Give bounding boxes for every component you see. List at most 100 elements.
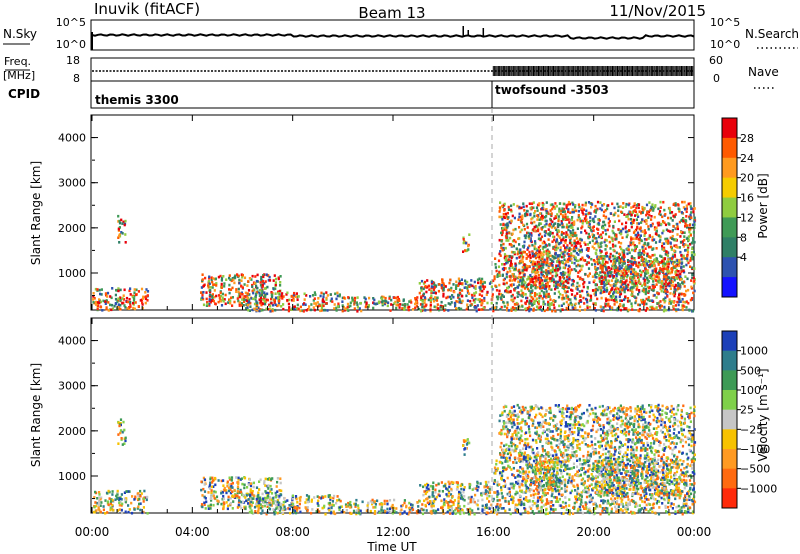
echo-cell [437,307,440,310]
echo-cell [602,290,606,293]
echo-cell [569,239,572,242]
echo-cell [240,477,243,480]
echo-cell [319,309,322,313]
echo-cell [372,306,375,310]
echo-cell [129,302,132,306]
echo-cell [614,211,617,215]
echo-cell [458,288,462,292]
echo-cell [610,298,613,302]
echo-cell [662,297,665,301]
echo-cell [632,210,635,213]
echo-cell [92,295,95,298]
echo-cell [347,309,350,312]
echo-cell [511,232,514,236]
echo-cell [653,228,656,231]
echo-cell [505,239,508,242]
echo-cell [563,266,567,270]
echo-cell [587,232,590,236]
echo-cell [545,249,548,253]
echo-cell [505,272,508,276]
echo-cell [268,308,271,311]
echo-cell [124,219,127,223]
echo-cell [270,293,273,297]
echo-cell [102,299,105,303]
echo-cell [542,266,545,269]
echo-cell [274,283,277,287]
echo-cell [573,206,577,209]
echo-cell [104,292,107,295]
echo-cell [419,303,423,306]
echo-cell [336,499,339,502]
colorbar-tick-label: 4 [740,251,747,264]
echo-cell [305,507,308,510]
echo-cell [651,260,654,264]
echo-cell [645,203,649,207]
echo-cell [584,272,587,276]
echo-cell [518,205,521,209]
echo-cell [417,505,420,508]
echo-cell [514,287,517,290]
echo-cell [524,307,527,311]
echo-cell [416,302,419,305]
echo-cell [236,297,239,300]
echo-cell [571,221,574,225]
echo-cell [540,254,543,257]
echo-cell [235,476,238,479]
echo-cell [207,284,210,287]
echo-cell [560,220,563,223]
echo-cell [585,221,589,225]
echo-cell [684,225,687,228]
echo-cell [345,509,348,512]
echo-cell [552,245,555,249]
echo-cell [668,206,671,210]
echo-cell [116,509,119,512]
echo-cell [630,206,633,209]
echo-cell [430,291,433,294]
echo-cell [606,207,609,211]
echo-cell [612,231,615,235]
echo-cell [691,237,695,240]
echo-cell [589,202,592,205]
echo-cell [142,497,145,501]
echo-cell [541,255,544,259]
echo-cell [621,206,625,209]
echo-cell [386,499,389,503]
echo-cell [543,234,547,237]
echo-cell [276,499,279,502]
echo-cell [604,232,608,236]
echo-cell [561,294,564,297]
echo-cell [211,280,214,284]
echo-cell [651,299,654,302]
echo-cell [602,286,605,289]
echo-cell [635,245,638,248]
echo-cell [603,263,607,266]
echo-cell [442,288,445,292]
echo-cell [563,202,566,206]
echo-cell [625,202,628,206]
echo-cell [553,245,556,249]
echo-cell [500,296,503,299]
echo-cell [128,298,131,301]
echo-cell [478,300,481,303]
echo-cell [311,508,314,511]
echo-cell [604,273,607,277]
echo-cell [104,300,107,303]
echo-cell [474,285,477,288]
echo-cell [120,218,123,222]
echo-cell [556,213,559,216]
echo-cell [444,285,447,288]
echo-cell [531,289,534,292]
echo-cell [586,247,589,250]
echo-cell [111,287,114,290]
echo-cell [451,294,454,297]
echo-cell [429,309,432,313]
echo-cell [609,255,612,259]
echo-cell [589,294,593,298]
echo-cell [630,248,634,252]
echo-cell [341,300,344,303]
echo-cell [594,211,597,214]
echo-cell [425,286,428,289]
echo-cell [265,512,268,516]
echo-cell [255,292,258,296]
echo-cell [646,278,649,281]
